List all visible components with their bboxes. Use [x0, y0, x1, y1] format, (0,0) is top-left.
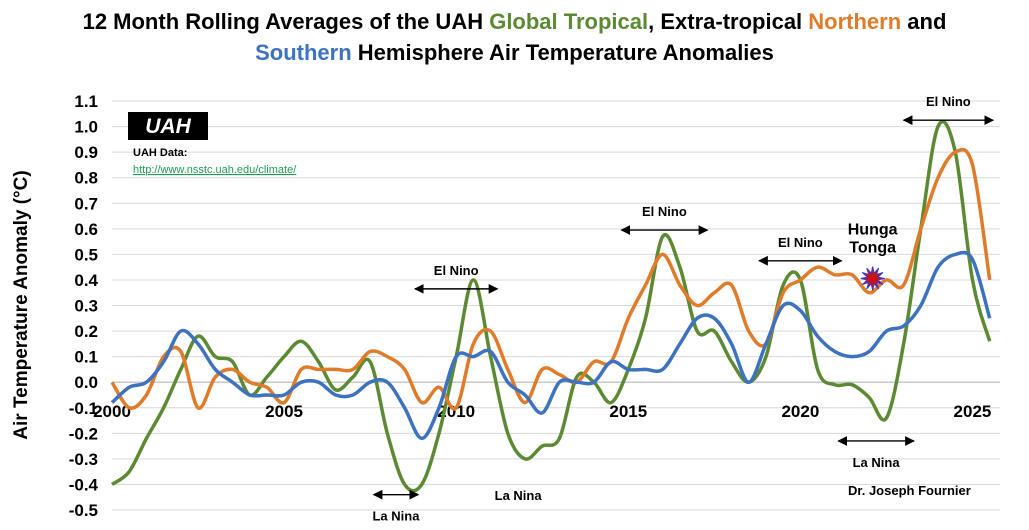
x-tick-label: 2020	[781, 402, 819, 421]
series-line-southern	[110, 250, 992, 441]
title-part-7: Hemisphere Air Temperature Anomalies	[351, 40, 774, 65]
data-source-label: UAH Data:	[133, 147, 187, 159]
annotation-label: La Nina	[495, 488, 543, 503]
y-tick-label: 1.1	[74, 92, 98, 111]
uah-logo: UAH	[128, 112, 208, 140]
title-global-tropical: Global Tropical	[489, 9, 649, 34]
y-tick-label: 0.9	[74, 143, 98, 162]
gridlines	[112, 100, 1000, 511]
title-northern: Northern	[808, 9, 902, 34]
annotation-label: El Nino	[778, 235, 823, 250]
y-tick-label: 0.7	[74, 194, 98, 213]
y-tick-label: 0.5	[74, 245, 98, 264]
y-tick-label: -0.5	[69, 501, 98, 520]
x-tick-label: 2025	[954, 402, 992, 421]
data-source-link[interactable]: http://www.nsstc.uah.edu/climate/	[133, 164, 297, 176]
title-part-3: , Extra-tropical	[648, 9, 809, 34]
series-line-northern	[110, 147, 992, 411]
y-tick-label: 0.4	[74, 271, 98, 290]
annotation-label: El Nino	[926, 94, 971, 109]
event-label-line2: Tonga	[849, 239, 896, 256]
annotation-label: La Nina	[372, 509, 420, 524]
title-part-5: and	[901, 9, 947, 34]
author-credit: Dr. Joseph Fournier	[848, 483, 971, 498]
x-tick-label: 2000	[93, 402, 131, 421]
y-tick-label: 0.3	[74, 297, 98, 316]
y-tick-label: 1.0	[74, 118, 98, 137]
y-tick-label: 0.8	[74, 169, 98, 188]
y-tick-label: -0.4	[69, 475, 99, 494]
title-southern: Southern	[255, 40, 352, 65]
annotation-label: El Nino	[642, 204, 687, 219]
y-tick-label: 0.2	[74, 322, 98, 341]
title-part-1: 12 Month Rolling Averages of the UAH	[82, 9, 490, 34]
annotations: El Nino El Nino El Nino El Nino La Nina La Ni…	[372, 94, 995, 524]
y-tick-label: 0.6	[74, 220, 98, 239]
y-tick-label: 0.1	[74, 348, 98, 367]
y-tick-label: -0.1	[69, 399, 98, 418]
event-label-line1: Hunga	[848, 221, 898, 238]
x-tick-label: 2005	[265, 402, 303, 421]
chart-title: 12 Month Rolling Averages of the UAH Glo…	[0, 6, 1029, 68]
explosion-icon	[860, 266, 885, 291]
x-tick-labels: 2000 2005 2010 2015 2020 2025	[93, 402, 991, 421]
y-axis-label: Air Temperature Anomaly (°C)	[11, 170, 32, 439]
series-lines	[110, 119, 992, 493]
series-line-global_tropical	[110, 119, 992, 493]
x-tick-label: 2015	[609, 402, 647, 421]
y-tick-labels: -0.5 -0.4 -0.3 -0.2 -0.1 0.0 0.1 0.2 0.3 0.4 0.5 0.…	[69, 92, 99, 520]
annotation-label: La Nina	[853, 455, 901, 470]
y-tick-label: -0.3	[69, 450, 98, 469]
y-tick-label: 0.0	[74, 373, 98, 392]
logo-text: UAH	[145, 115, 191, 138]
annotation-label: El Nino	[434, 263, 479, 278]
y-tick-label: -0.2	[69, 424, 98, 443]
logo-background	[128, 112, 208, 140]
